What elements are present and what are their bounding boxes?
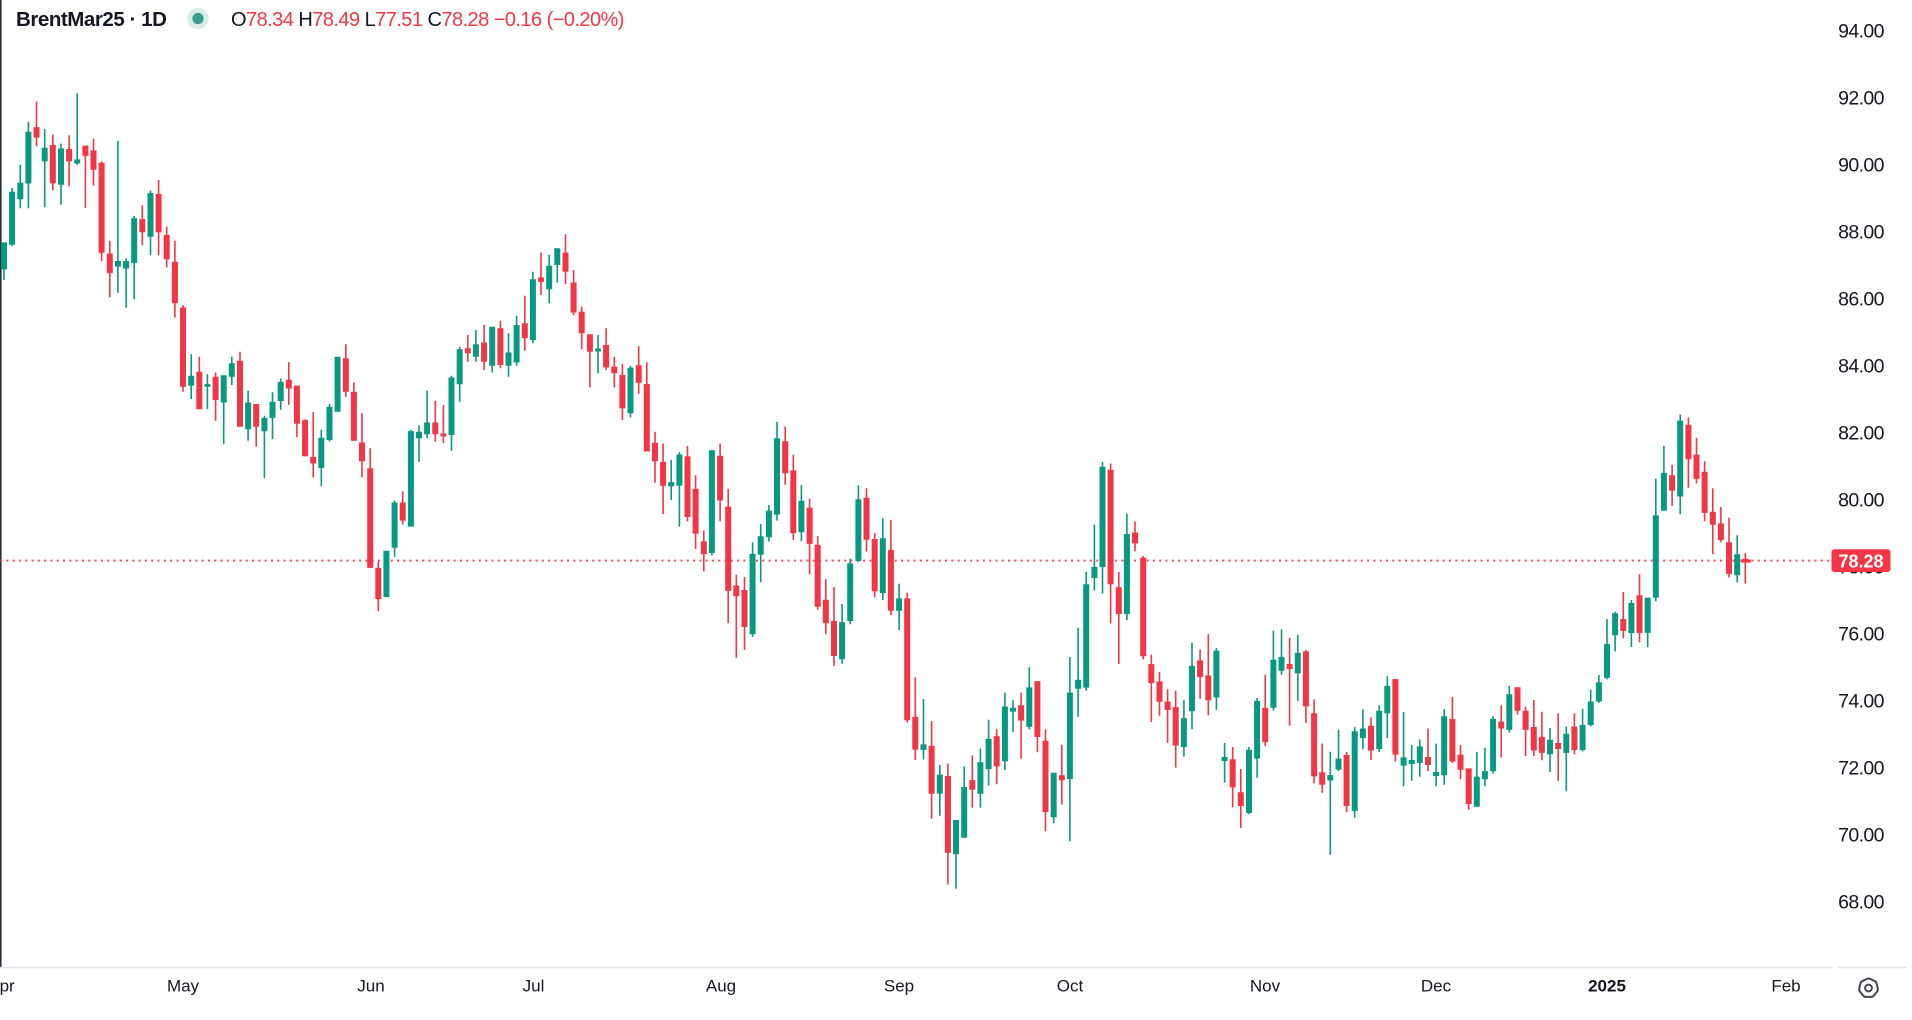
svg-text:84.00: 84.00: [1838, 356, 1885, 378]
svg-text:May: May: [167, 977, 200, 996]
svg-text:90.00: 90.00: [1838, 155, 1885, 177]
svg-text:88.00: 88.00: [1838, 222, 1885, 244]
svg-text:Jul: Jul: [523, 977, 545, 996]
svg-text:2025: 2025: [1588, 977, 1626, 996]
svg-text:BrentMar25 · 1D: BrentMar25 · 1D: [16, 8, 166, 31]
svg-text:Aug: Aug: [706, 977, 736, 996]
svg-text:O78.34 H78.49 L77.51 C78.28 −0: O78.34 H78.49 L77.51 C78.28 −0.16 (−0.20…: [231, 9, 624, 31]
svg-text:Apr: Apr: [0, 977, 15, 996]
svg-text:76.00: 76.00: [1838, 624, 1885, 646]
svg-text:Jun: Jun: [357, 977, 384, 996]
svg-text:68.00: 68.00: [1838, 892, 1885, 914]
svg-text:82.00: 82.00: [1838, 423, 1885, 445]
svg-text:Feb: Feb: [1771, 977, 1800, 996]
svg-text:Sep: Sep: [884, 977, 914, 996]
svg-text:Dec: Dec: [1421, 977, 1452, 996]
svg-text:74.00: 74.00: [1838, 691, 1885, 713]
svg-text:80.00: 80.00: [1838, 490, 1885, 512]
svg-text:94.00: 94.00: [1838, 21, 1885, 43]
svg-text:92.00: 92.00: [1838, 88, 1885, 110]
svg-text:70.00: 70.00: [1838, 825, 1885, 847]
svg-text:Oct: Oct: [1057, 977, 1084, 996]
svg-text:72.00: 72.00: [1838, 758, 1885, 780]
svg-text:78.28: 78.28: [1838, 551, 1883, 571]
svg-text:86.00: 86.00: [1838, 289, 1885, 311]
svg-text:Nov: Nov: [1250, 977, 1281, 996]
